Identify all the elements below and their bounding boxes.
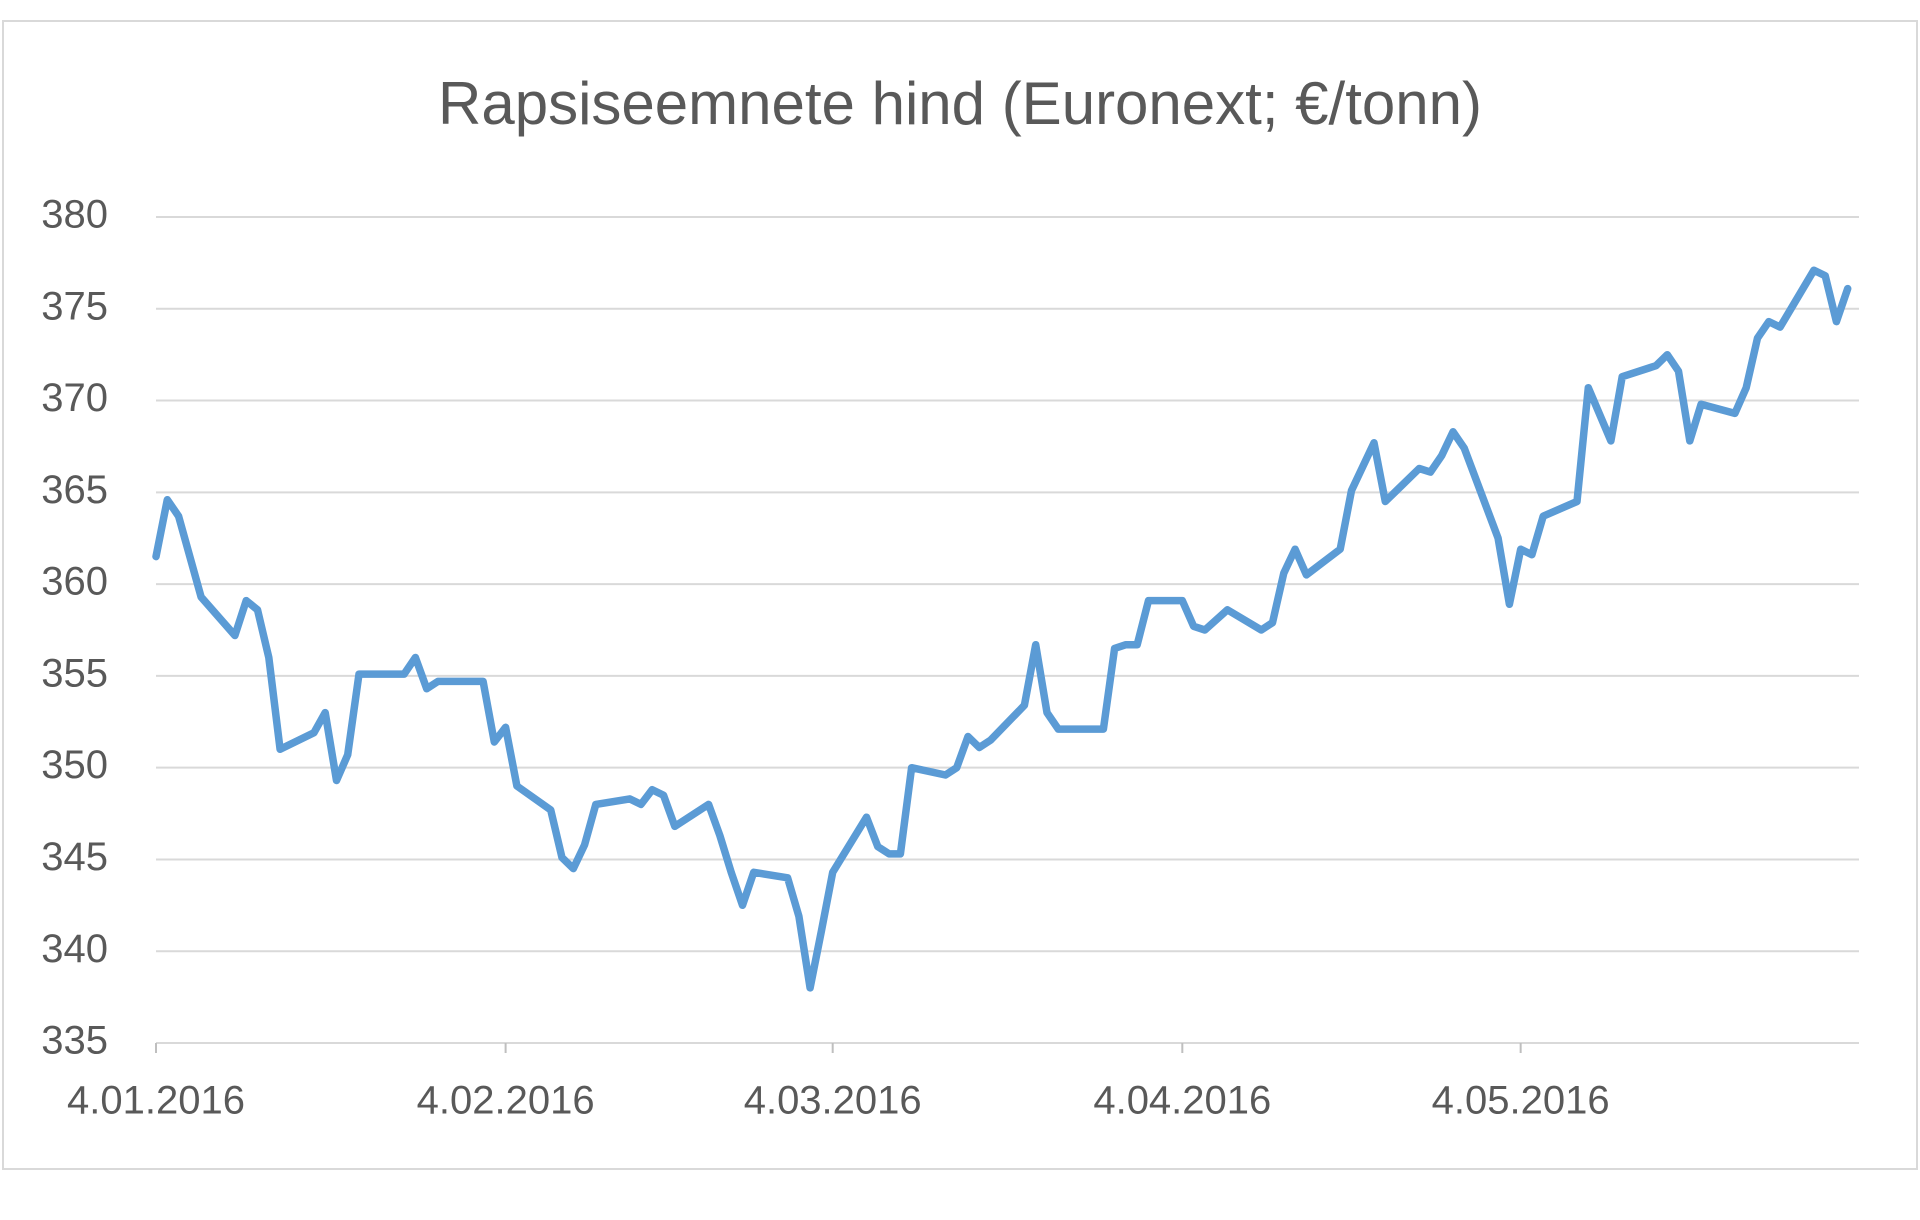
y-tick-label: 365	[41, 468, 108, 512]
data-line	[152, 266, 1852, 992]
y-tick-label: 350	[41, 743, 108, 787]
y-tick-label: 380	[41, 193, 108, 237]
x-tick-label: 4.01.2016	[67, 1079, 245, 1123]
x-tick-label: 4.04.2016	[1093, 1079, 1271, 1123]
x-tick-label: 4.05.2016	[1432, 1079, 1610, 1123]
chart-frame	[2, 20, 1918, 1170]
y-tick-label: 370	[41, 376, 108, 420]
y-tick-label: 360	[41, 560, 108, 604]
y-tick-label: 335	[41, 1019, 108, 1063]
y-tick-label: 345	[41, 835, 108, 879]
y-tick-label: 375	[41, 284, 108, 328]
chart-title: Rapsiseemnete hind (Euronext; €/tonn)	[438, 70, 1482, 137]
y-tick-label: 340	[41, 927, 108, 971]
y-tick-label: 355	[41, 651, 108, 695]
x-tick-label: 4.03.2016	[744, 1079, 922, 1123]
x-tick-label: 4.02.2016	[417, 1079, 595, 1123]
